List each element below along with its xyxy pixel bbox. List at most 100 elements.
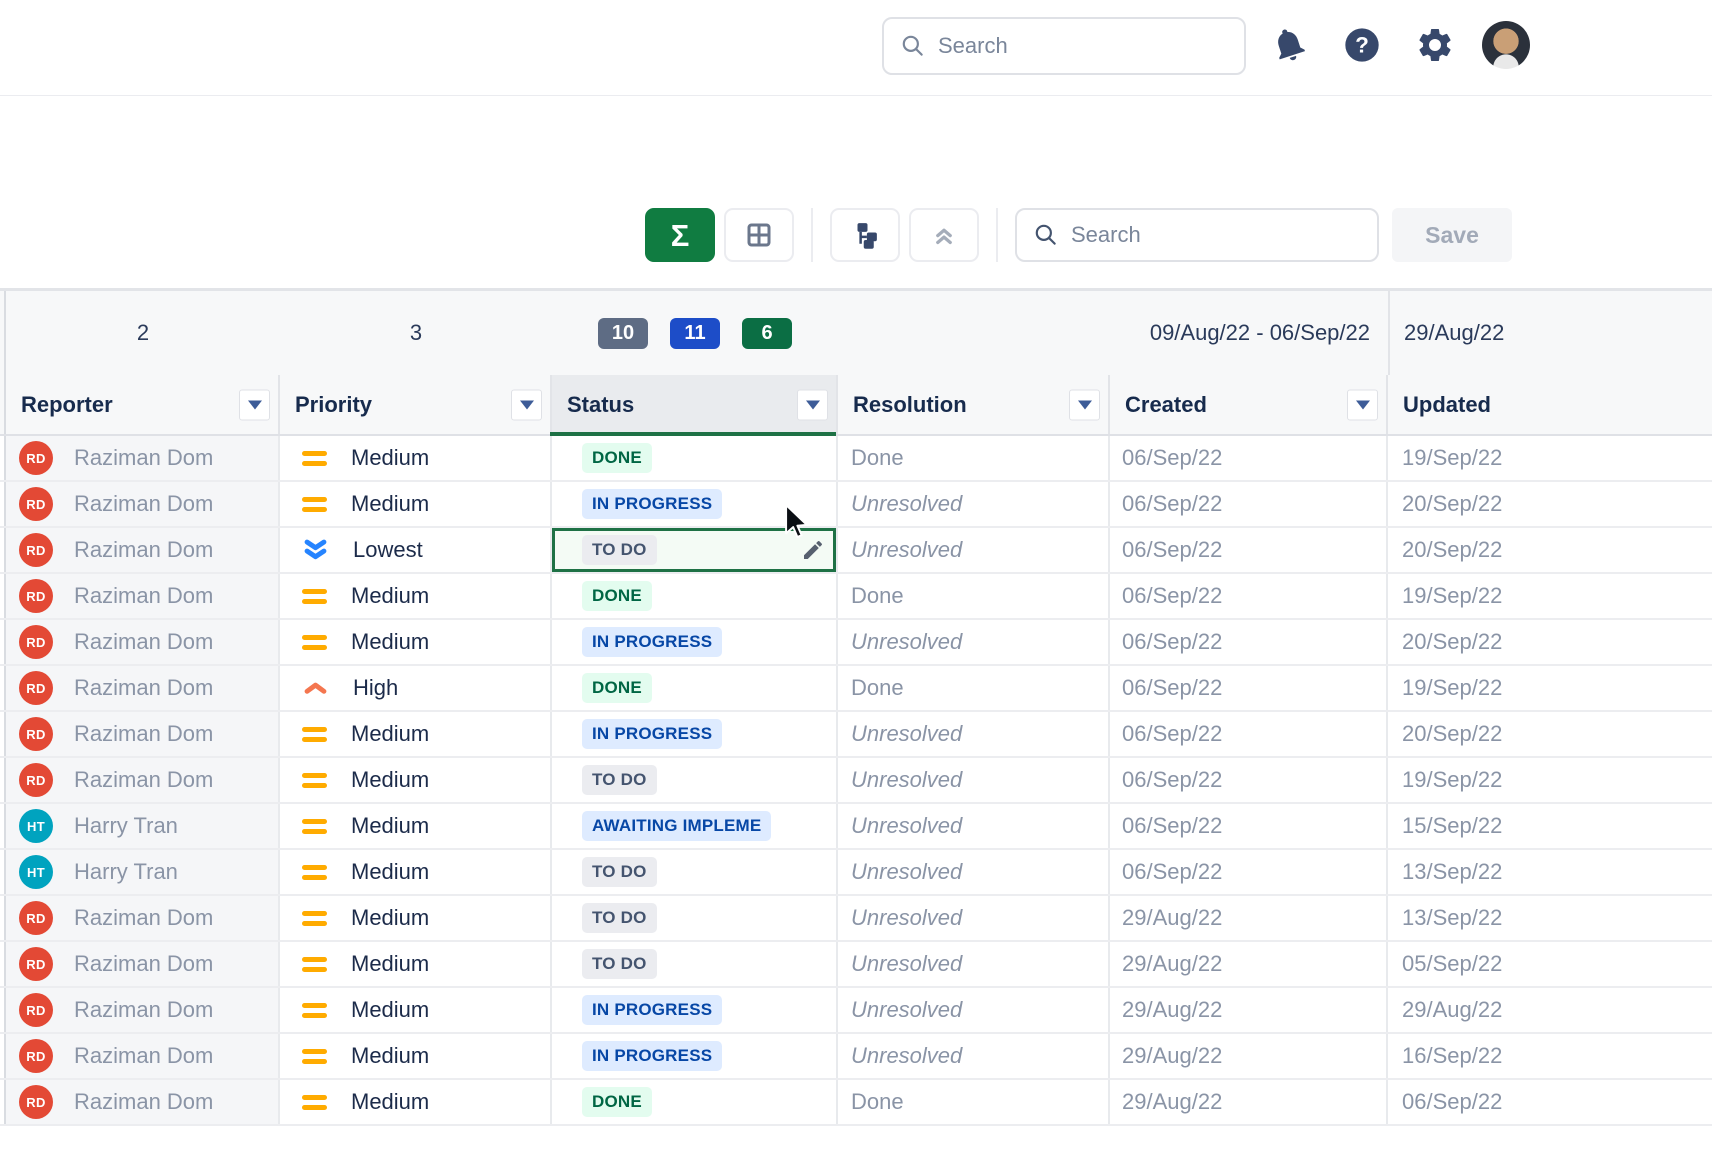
updated-cell[interactable]: 05/Sep/22 [1402, 951, 1503, 976]
created-filter-dropdown[interactable] [1347, 389, 1378, 420]
updated-cell[interactable]: 29/Aug/22 [1402, 997, 1503, 1022]
updated-cell[interactable]: 06/Sep/22 [1402, 1089, 1503, 1114]
created-cell[interactable]: 29/Aug/22 [1110, 1080, 1388, 1124]
status-cell[interactable]: DONE [552, 436, 838, 480]
resolution-cell[interactable]: Unresolved [838, 528, 1110, 572]
updated-cell[interactable]: 13/Sep/22 [1402, 859, 1503, 884]
created-cell[interactable]: 29/Aug/22 [1110, 1034, 1388, 1078]
table-row[interactable]: RD Raziman Dom Medium DONE Done 06/Sep/22 19/S… [0, 574, 1712, 620]
table-row[interactable]: RD Raziman Dom Medium DONE Done 29/Aug/22 06/S… [0, 1080, 1712, 1126]
priority-cell[interactable]: Medium [280, 896, 552, 940]
created-cell[interactable]: 06/Sep/22 [1110, 850, 1388, 894]
updated-cell[interactable]: 15/Sep/22 [1402, 813, 1503, 838]
table-row[interactable]: RD Raziman Dom Medium IN PROGRESS Unresolved… [0, 1034, 1712, 1080]
status-cell[interactable]: DONE [552, 574, 838, 618]
status-cell[interactable]: IN PROGRESS [552, 620, 838, 664]
reporter-cell[interactable]: RD Raziman Dom [6, 988, 280, 1032]
resolution-cell[interactable]: Unresolved [838, 758, 1110, 802]
table-row[interactable]: RD Raziman Dom Medium TO DO Unresolved 06/Sep… [0, 758, 1712, 804]
column-header-updated[interactable]: Updated [1388, 375, 1712, 434]
table-row[interactable]: RD Raziman Dom Medium IN PROGRESS Unresolved… [0, 620, 1712, 666]
reporter-cell[interactable]: RD Raziman Dom [6, 620, 280, 664]
updated-cell[interactable]: 19/Sep/22 [1402, 767, 1503, 792]
created-cell[interactable]: 06/Sep/22 [1110, 436, 1388, 480]
table-search-input[interactable] [1071, 222, 1361, 248]
updated-cell[interactable]: 19/Sep/22 [1402, 445, 1503, 470]
resolution-cell[interactable]: Unresolved [838, 896, 1110, 940]
priority-cell[interactable]: Medium [280, 1080, 552, 1124]
resolution-cell[interactable]: Unresolved [838, 1034, 1110, 1078]
reporter-cell[interactable]: RD Raziman Dom [6, 528, 280, 572]
created-cell[interactable]: 06/Sep/22 [1110, 620, 1388, 664]
sum-toggle-button[interactable]: Σ [645, 208, 715, 262]
table-row[interactable]: RD Raziman Dom Medium IN PROGRESS Unresolved… [0, 712, 1712, 758]
created-cell[interactable]: 06/Sep/22 [1110, 528, 1388, 572]
status-cell[interactable]: IN PROGRESS [552, 988, 838, 1032]
reporter-cell[interactable]: RD Raziman Dom [6, 712, 280, 756]
status-cell[interactable]: DONE [552, 666, 838, 710]
reporter-cell[interactable]: RD Raziman Dom [6, 758, 280, 802]
created-cell[interactable]: 06/Sep/22 [1110, 482, 1388, 526]
updated-cell[interactable]: 19/Sep/22 [1402, 675, 1503, 700]
table-row[interactable]: RD Raziman Dom Lowest TO DO Unresolved 06/Sep… [0, 528, 1712, 574]
reporter-cell[interactable]: RD Raziman Dom [6, 1080, 280, 1124]
resolution-cell[interactable]: Unresolved [838, 988, 1110, 1032]
reporter-cell[interactable]: HT Harry Tran [6, 850, 280, 894]
status-cell-selected[interactable]: TO DO [552, 528, 838, 572]
created-cell[interactable]: 29/Aug/22 [1110, 988, 1388, 1032]
status-cell[interactable]: TO DO [552, 896, 838, 940]
resolution-cell[interactable]: Done [838, 666, 1110, 710]
reporter-cell[interactable]: RD Raziman Dom [6, 574, 280, 618]
status-cell[interactable]: IN PROGRESS [552, 712, 838, 756]
updated-cell[interactable]: 16/Sep/22 [1402, 1043, 1503, 1068]
global-search[interactable] [882, 17, 1246, 75]
table-row[interactable]: RD Raziman Dom Medium DONE Done 06/Sep/22 19/S… [0, 436, 1712, 482]
reporter-cell[interactable]: RD Raziman Dom [6, 1034, 280, 1078]
help-button[interactable]: ? [1339, 22, 1385, 68]
user-avatar[interactable] [1482, 21, 1530, 69]
created-cell[interactable]: 29/Aug/22 [1110, 942, 1388, 986]
created-cell[interactable]: 06/Sep/22 [1110, 804, 1388, 848]
updated-cell[interactable]: 20/Sep/22 [1402, 537, 1503, 562]
priority-cell[interactable]: Medium [280, 1034, 552, 1078]
status-cell[interactable]: TO DO [552, 942, 838, 986]
resolution-cell[interactable]: Unresolved [838, 620, 1110, 664]
reporter-cell[interactable]: RD Raziman Dom [6, 942, 280, 986]
resolution-cell[interactable]: Done [838, 1080, 1110, 1124]
resolution-cell[interactable]: Unresolved [838, 850, 1110, 894]
status-cell[interactable]: AWAITING IMPLEME [552, 804, 838, 848]
reporter-cell[interactable]: HT Harry Tran [6, 804, 280, 848]
reporter-cell[interactable]: RD Raziman Dom [6, 666, 280, 710]
table-row[interactable]: RD Raziman Dom Medium TO DO Unresolved 29/Aug… [0, 896, 1712, 942]
global-search-input[interactable] [938, 33, 1228, 59]
created-cell[interactable]: 06/Sep/22 [1110, 758, 1388, 802]
table-search[interactable] [1015, 208, 1379, 262]
created-cell[interactable]: 06/Sep/22 [1110, 574, 1388, 618]
updated-cell[interactable]: 20/Sep/22 [1402, 629, 1503, 654]
status-cell[interactable]: TO DO [552, 758, 838, 802]
status-cell[interactable]: IN PROGRESS [552, 482, 838, 526]
priority-cell[interactable]: Medium [280, 758, 552, 802]
priority-cell[interactable]: Medium [280, 850, 552, 894]
grid-view-button[interactable] [724, 208, 794, 262]
reporter-cell[interactable]: RD Raziman Dom [6, 896, 280, 940]
priority-cell[interactable]: Medium [280, 482, 552, 526]
priority-cell[interactable]: Medium [280, 436, 552, 480]
resolution-filter-dropdown[interactable] [1069, 389, 1100, 420]
table-row[interactable]: HT Harry Tran Medium TO DO Unresolved 06/Sep/… [0, 850, 1712, 896]
column-header-priority[interactable]: Priority [280, 375, 552, 434]
created-cell[interactable]: 06/Sep/22 [1110, 666, 1388, 710]
notifications-button[interactable] [1266, 22, 1312, 68]
resolution-cell[interactable]: Unresolved [838, 804, 1110, 848]
priority-cell[interactable]: Medium [280, 942, 552, 986]
resolution-cell[interactable]: Unresolved [838, 712, 1110, 756]
status-cell[interactable]: TO DO [552, 850, 838, 894]
column-header-created[interactable]: Created [1110, 375, 1388, 434]
status-cell[interactable]: IN PROGRESS [552, 1034, 838, 1078]
table-row[interactable]: RD Raziman Dom Medium TO DO Unresolved 29/Aug… [0, 942, 1712, 988]
save-button[interactable]: Save [1392, 208, 1512, 262]
priority-cell[interactable]: Medium [280, 574, 552, 618]
updated-cell[interactable]: 20/Sep/22 [1402, 721, 1503, 746]
table-row[interactable]: HT Harry Tran Medium AWAITING IMPLEME Unreso… [0, 804, 1712, 850]
table-row[interactable]: RD Raziman Dom Medium IN PROGRESS Unresolved… [0, 988, 1712, 1034]
